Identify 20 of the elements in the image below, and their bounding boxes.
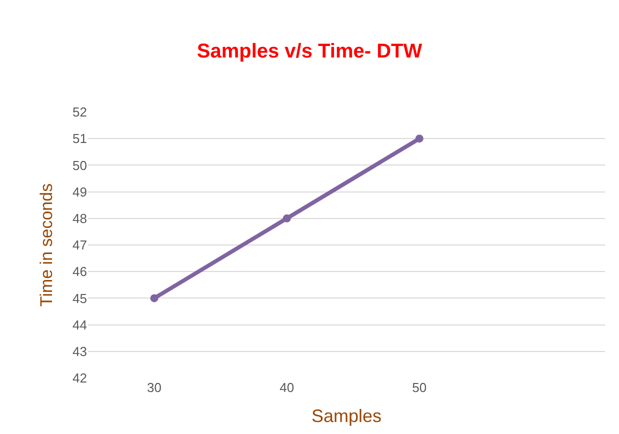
y-tick-label: 52 [72,104,87,120]
y-tick-label: 46 [72,264,87,280]
x-tick-label: 30 [147,380,162,395]
y-axis-title: Time in seconds [37,183,56,307]
x-axis-title: Samples [311,406,382,426]
y-tick-label: 50 [72,158,87,173]
point [282,214,291,222]
y-tick-label: 42 [72,370,87,386]
y-tick-label: 44 [72,317,87,332]
point [150,294,158,302]
x-tick-label: 50 [412,380,427,395]
point [415,134,424,143]
y-tick-label: 51 [72,131,87,146]
y-tick-label: 47 [72,238,87,253]
chart-title: Samples v/s Time- DTW [196,40,422,62]
y-tick-label: 45 [72,290,87,306]
y-tick-label: 48 [72,210,87,226]
y-tick-label: 43 [72,344,87,359]
y-tick-label: 49 [72,184,87,200]
x-tick-label: 40 [280,380,294,395]
